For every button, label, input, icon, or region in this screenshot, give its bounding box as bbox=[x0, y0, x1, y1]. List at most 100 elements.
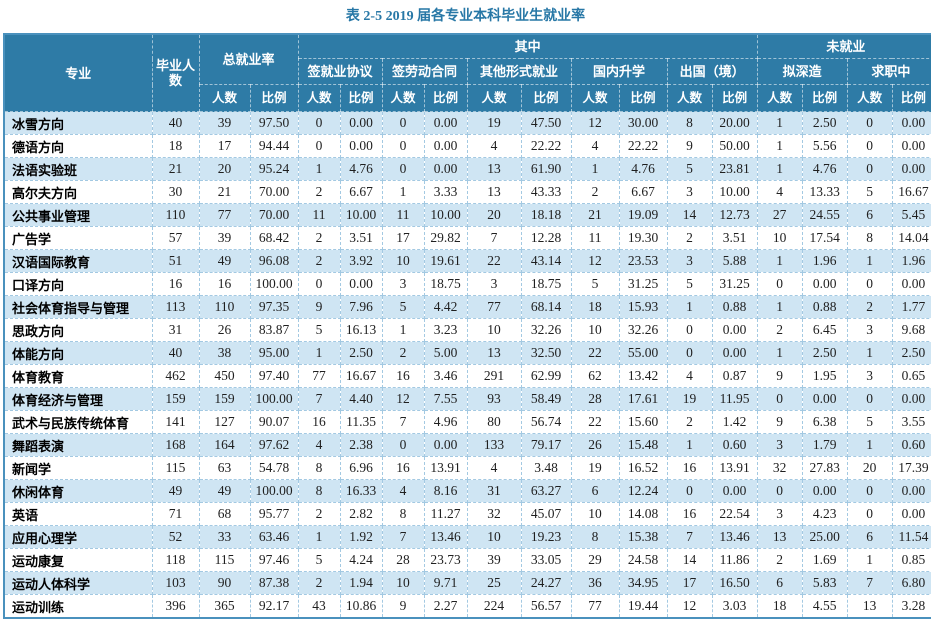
value-cell: 4.24 bbox=[339, 548, 383, 572]
value-cell: 3.51 bbox=[711, 226, 758, 250]
value-cell: 70.00 bbox=[249, 180, 299, 204]
value-cell: 5.45 bbox=[891, 203, 931, 227]
value-cell: 396 bbox=[151, 594, 200, 619]
value-cell: 0.00 bbox=[801, 479, 848, 503]
value-cell: 97.50 bbox=[249, 111, 299, 135]
value-cell: 63.27 bbox=[520, 479, 572, 503]
table-row: 武术与民族传统体育 141 127 90.07 16 11.35 7 4.96 80 56.74 2… bbox=[3, 410, 931, 434]
value-cell: 47.50 bbox=[520, 111, 572, 135]
value-cell: 61.90 bbox=[520, 157, 572, 181]
value-cell: 3.28 bbox=[891, 594, 931, 619]
value-cell: 28 bbox=[381, 548, 425, 572]
header-count: 人数 bbox=[756, 84, 803, 112]
value-cell: 2 bbox=[381, 341, 425, 365]
table-row: 体育经济与管理 159 159 100.00 7 4.40 12 7.55 93 58.49 28 1… bbox=[3, 387, 931, 411]
value-cell: 7 bbox=[846, 571, 893, 595]
value-cell: 21 bbox=[570, 203, 620, 227]
value-cell: 26 bbox=[570, 433, 620, 457]
major-cell: 德语方向 bbox=[3, 134, 153, 158]
table-row: 新闻学 115 63 54.78 8 6.96 16 13.91 4 3.48 19 16.52 16 1… bbox=[3, 456, 931, 480]
value-cell: 32.26 bbox=[618, 318, 668, 342]
value-cell: 51 bbox=[151, 249, 200, 273]
value-cell: 2 bbox=[666, 410, 713, 434]
value-cell: 16.67 bbox=[891, 180, 931, 204]
value-cell: 4.55 bbox=[801, 594, 848, 619]
value-cell: 83.87 bbox=[249, 318, 299, 342]
header-ratio: 比例 bbox=[423, 84, 468, 112]
value-cell: 11.95 bbox=[711, 387, 758, 411]
table-row: 英语 71 68 95.77 2 2.82 8 11.27 32 45.07 10 14.08 16 22… bbox=[3, 502, 931, 526]
value-cell: 12 bbox=[570, 249, 620, 273]
value-cell: 0.00 bbox=[339, 272, 383, 296]
value-cell: 19.23 bbox=[520, 525, 572, 549]
value-cell: 11 bbox=[297, 203, 341, 227]
value-cell: 10.00 bbox=[711, 180, 758, 204]
value-cell: 33 bbox=[198, 525, 251, 549]
value-cell: 43 bbox=[297, 594, 341, 619]
value-cell: 10 bbox=[466, 525, 522, 549]
value-cell: 16 bbox=[666, 456, 713, 480]
major-cell: 舞蹈表演 bbox=[3, 433, 153, 457]
value-cell: 2 bbox=[297, 502, 341, 526]
value-cell: 6.96 bbox=[339, 456, 383, 480]
value-cell: 1 bbox=[846, 249, 893, 273]
value-cell: 26 bbox=[198, 318, 251, 342]
value-cell: 62 bbox=[570, 364, 620, 388]
value-cell: 54.78 bbox=[249, 456, 299, 480]
value-cell: 16.50 bbox=[711, 571, 758, 595]
value-cell: 20 bbox=[466, 203, 522, 227]
value-cell: 13 bbox=[466, 157, 522, 181]
value-cell: 5.83 bbox=[801, 571, 848, 595]
value-cell: 113 bbox=[151, 295, 200, 319]
value-cell: 4.23 bbox=[801, 502, 848, 526]
value-cell: 0 bbox=[297, 134, 341, 158]
value-cell: 10.00 bbox=[423, 203, 468, 227]
value-cell: 0 bbox=[297, 111, 341, 135]
value-cell: 12 bbox=[666, 594, 713, 619]
value-cell: 3 bbox=[846, 364, 893, 388]
value-cell: 1 bbox=[846, 341, 893, 365]
value-cell: 1 bbox=[297, 157, 341, 181]
value-cell: 23.81 bbox=[711, 157, 758, 181]
value-cell: 17.61 bbox=[618, 387, 668, 411]
value-cell: 97.40 bbox=[249, 364, 299, 388]
value-cell: 1 bbox=[756, 134, 803, 158]
value-cell: 13 bbox=[466, 341, 522, 365]
value-cell: 27.83 bbox=[801, 456, 848, 480]
value-cell: 13 bbox=[466, 180, 522, 204]
value-cell: 19.30 bbox=[618, 226, 668, 250]
value-cell: 13.91 bbox=[423, 456, 468, 480]
value-cell: 7 bbox=[666, 525, 713, 549]
value-cell: 100.00 bbox=[249, 479, 299, 503]
value-cell: 10.86 bbox=[339, 594, 383, 619]
value-cell: 14 bbox=[666, 548, 713, 572]
value-cell: 39 bbox=[198, 111, 251, 135]
value-cell: 0 bbox=[756, 272, 803, 296]
value-cell: 17.54 bbox=[801, 226, 848, 250]
value-cell: 39 bbox=[466, 548, 522, 572]
header-ratio: 比例 bbox=[711, 84, 758, 112]
value-cell: 10 bbox=[570, 502, 620, 526]
value-cell: 15.48 bbox=[618, 433, 668, 457]
value-cell: 93 bbox=[466, 387, 522, 411]
value-cell: 12.24 bbox=[618, 479, 668, 503]
value-cell: 92.17 bbox=[249, 594, 299, 619]
value-cell: 4.40 bbox=[339, 387, 383, 411]
major-cell: 体能方向 bbox=[3, 341, 153, 365]
value-cell: 22.22 bbox=[520, 134, 572, 158]
value-cell: 12 bbox=[570, 111, 620, 135]
value-cell: 2 bbox=[756, 318, 803, 342]
value-cell: 1 bbox=[381, 180, 425, 204]
major-cell: 高尔夫方向 bbox=[3, 180, 153, 204]
value-cell: 6.67 bbox=[339, 180, 383, 204]
value-cell: 32.50 bbox=[520, 341, 572, 365]
value-cell: 1 bbox=[297, 341, 341, 365]
value-cell: 4 bbox=[381, 479, 425, 503]
value-cell: 19 bbox=[570, 456, 620, 480]
value-cell: 3.33 bbox=[423, 180, 468, 204]
value-cell: 6 bbox=[570, 479, 620, 503]
value-cell: 10.00 bbox=[339, 203, 383, 227]
value-cell: 32 bbox=[466, 502, 522, 526]
value-cell: 55.00 bbox=[618, 341, 668, 365]
value-cell: 1 bbox=[756, 157, 803, 181]
